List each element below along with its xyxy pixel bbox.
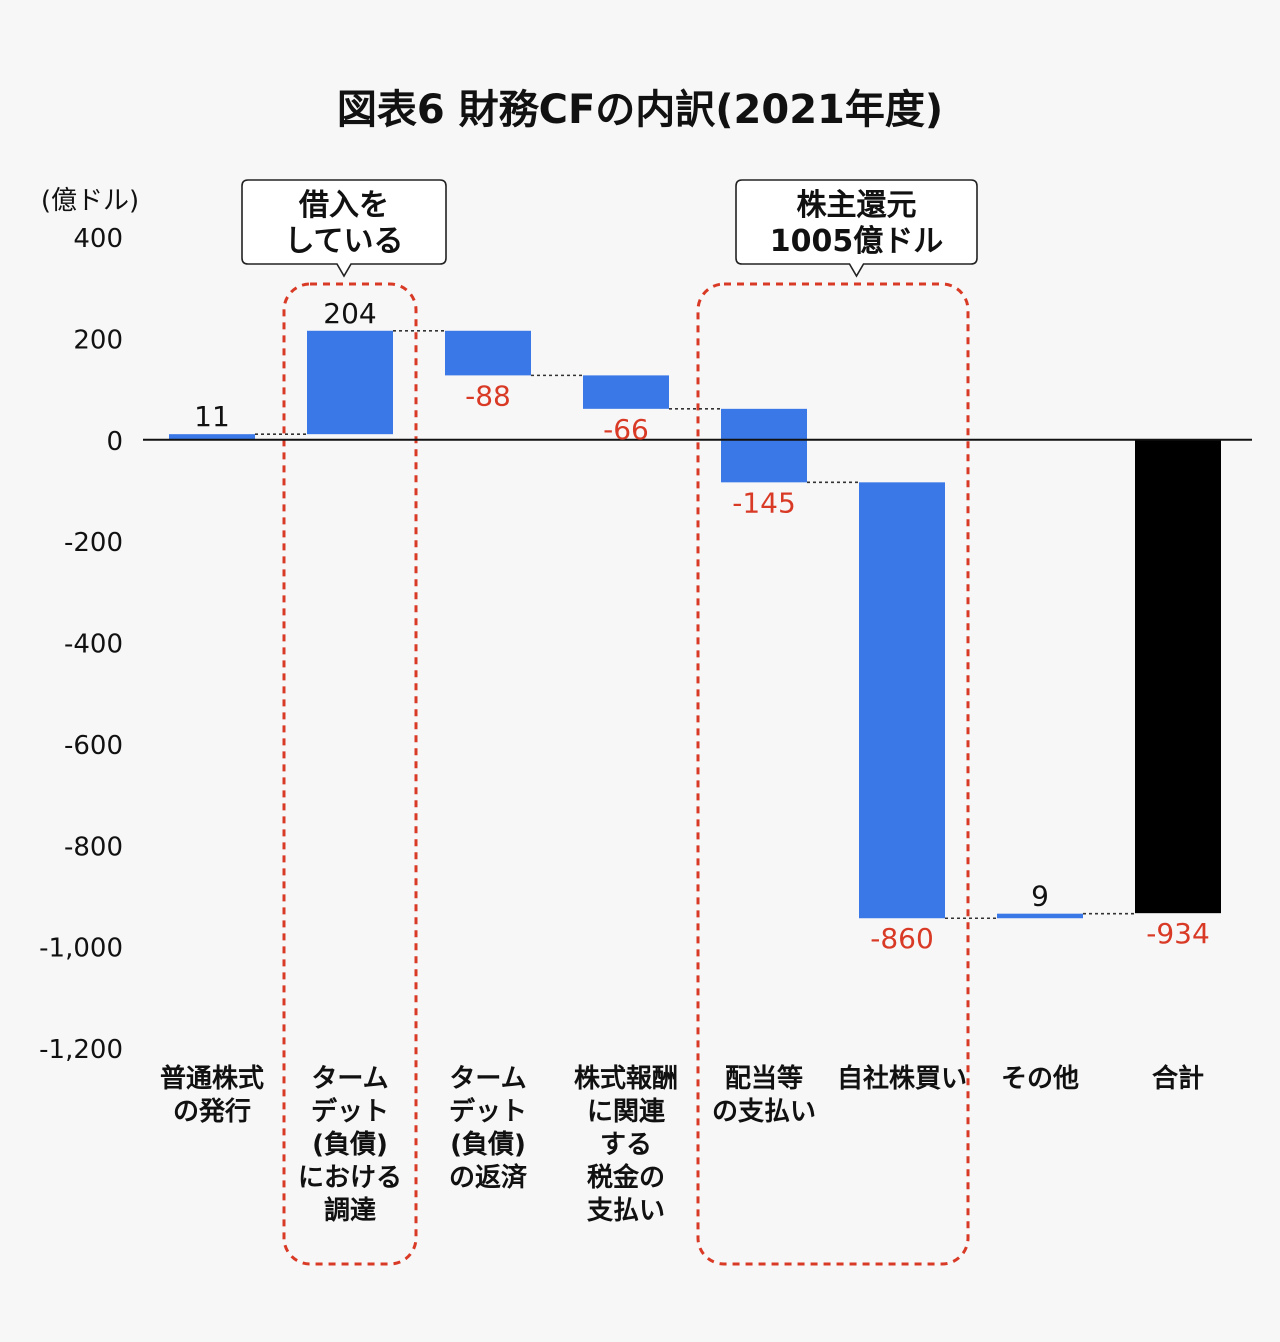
y-tick-label: -400 bbox=[64, 630, 123, 660]
connectors bbox=[255, 329, 1135, 920]
value-label: -860 bbox=[870, 922, 934, 955]
bar-1 bbox=[169, 434, 255, 440]
bar-6 bbox=[859, 482, 945, 919]
x-category-label: デット bbox=[311, 1096, 389, 1127]
x-category-label: 配当等 bbox=[725, 1063, 803, 1094]
value-label: 204 bbox=[323, 297, 376, 330]
x-category-label: 支払い bbox=[587, 1196, 665, 1226]
x-category-label: (負債) bbox=[450, 1130, 526, 1160]
x-category-label: の支払い bbox=[712, 1097, 816, 1127]
highlight-box-1 bbox=[282, 282, 418, 1266]
x-category-label: 合計 bbox=[1152, 1063, 1204, 1094]
x-category-label: の返済 bbox=[449, 1162, 528, 1193]
bar-7 bbox=[997, 913, 1083, 919]
x-category-label: 調達 bbox=[324, 1195, 376, 1226]
x-axis-labels: 普通株式の発行タームデット(負債)における調達タームデット(負債)の返済株式報酬… bbox=[160, 1063, 1204, 1226]
callout-text: している bbox=[284, 224, 403, 259]
y-axis: 400 200 0 -200 -400 -600 -800 -1,000 -1,200 bbox=[39, 224, 123, 1065]
x-category-label: ターム bbox=[311, 1064, 388, 1094]
x-category-label: 税金の bbox=[587, 1162, 665, 1193]
x-category-label: 自社株買い bbox=[837, 1063, 967, 1094]
x-category-label: する bbox=[600, 1130, 652, 1160]
x-category-label: 株式報酬 bbox=[574, 1064, 678, 1094]
value-label: -66 bbox=[603, 413, 649, 446]
y-tick-label: -800 bbox=[64, 832, 123, 862]
highlight-boxes bbox=[282, 282, 970, 1266]
bar-5 bbox=[721, 408, 807, 483]
callout-box bbox=[241, 179, 447, 278]
y-tick-label: 0 bbox=[106, 427, 123, 457]
value-label: 11 bbox=[194, 400, 230, 433]
callout-text: 1005億ドル bbox=[770, 224, 944, 259]
x-category-label: 普通株式 bbox=[160, 1063, 264, 1094]
y-tick-label: -1,200 bbox=[39, 1035, 123, 1065]
callout-box bbox=[735, 179, 978, 278]
chart-title: 図表6 財務CFの内訳(2021年度) bbox=[337, 87, 943, 133]
value-label: 9 bbox=[1031, 880, 1049, 913]
y-tick-label: 400 bbox=[73, 224, 123, 254]
y-tick-label: -200 bbox=[64, 528, 123, 558]
bar-8 bbox=[1135, 439, 1221, 914]
x-category-label: ターム bbox=[449, 1064, 526, 1094]
value-label: -88 bbox=[465, 379, 511, 412]
bar-4 bbox=[583, 375, 669, 409]
y-tick-label: -1,000 bbox=[39, 934, 123, 964]
y-tick-label: -600 bbox=[64, 731, 123, 761]
callout-text: 借入を bbox=[298, 188, 389, 223]
y-tick-label: 200 bbox=[73, 325, 123, 355]
callout-text: 株主還元 bbox=[797, 188, 917, 223]
y-axis-unit-label: (億ドル) bbox=[41, 186, 139, 216]
x-category-label: に関連 bbox=[587, 1097, 666, 1127]
bar-3 bbox=[445, 330, 531, 376]
x-category-label: その他 bbox=[1001, 1064, 1079, 1094]
value-labels: 11 204 -88 -66 -145 -860 9 -934 bbox=[194, 297, 1210, 955]
value-label: -934 bbox=[1146, 917, 1210, 950]
x-category-label: デット bbox=[449, 1096, 527, 1127]
bars bbox=[169, 330, 1221, 919]
x-category-label: における bbox=[298, 1163, 402, 1193]
bar-2 bbox=[307, 330, 393, 435]
highlight-box-2 bbox=[696, 282, 970, 1266]
x-category-label: の発行 bbox=[173, 1096, 251, 1127]
value-label: -145 bbox=[732, 486, 796, 519]
x-category-label: (負債) bbox=[312, 1130, 388, 1160]
